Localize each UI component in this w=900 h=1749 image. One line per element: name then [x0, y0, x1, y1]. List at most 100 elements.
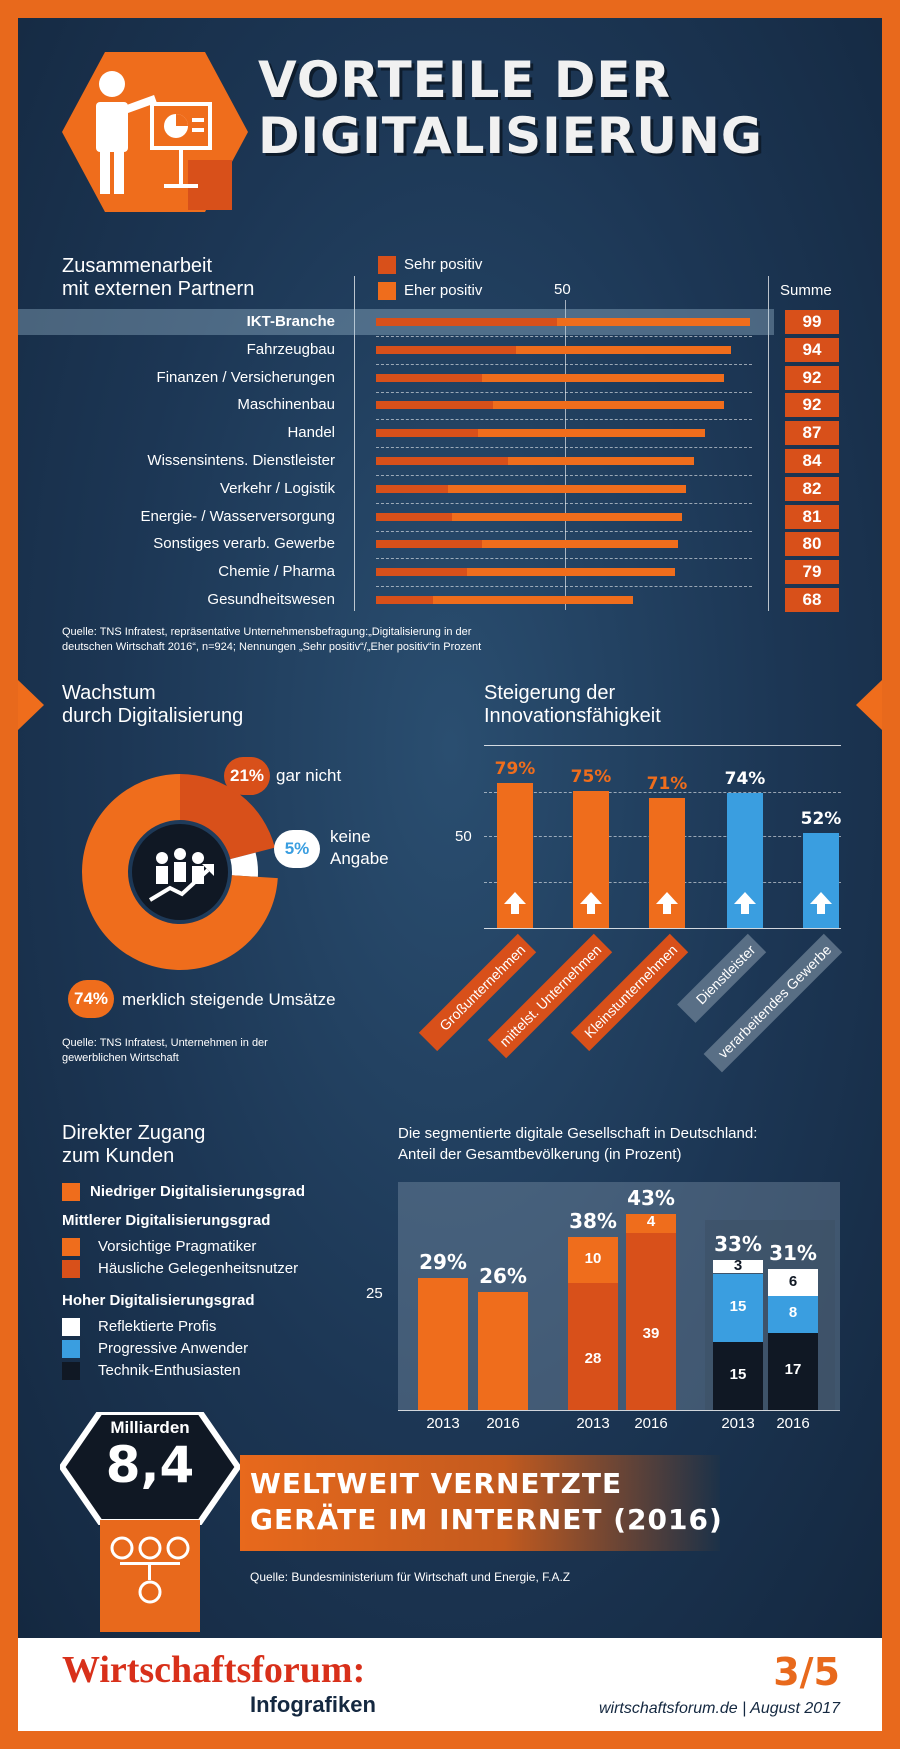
- innov-axis-tick-50: 50: [455, 828, 472, 845]
- footer-sub: Infografiken: [250, 1692, 376, 1717]
- section5-source: Quelle: Bundesministerium für Wirtschaft…: [250, 1570, 571, 1584]
- section3-title: Steigerung der Innovationsfähigkeit: [484, 682, 661, 727]
- legend-swatch-eher-positiv: [378, 282, 396, 300]
- donut-slice-merklich: [82, 774, 278, 970]
- bar-eher-positiv: [508, 457, 694, 465]
- category-label: Wissensintens. Dienstleister: [147, 452, 335, 469]
- legend-swatch-high2: [62, 1340, 80, 1358]
- sum-value: 80: [785, 532, 839, 557]
- segment-bar: [626, 1232, 676, 1410]
- row-divider: [376, 447, 752, 449]
- devices-value: 8,4: [105, 1436, 195, 1494]
- category-label: Sonstiges verarb. Gewerbe: [153, 535, 335, 553]
- segment-bar: [713, 1273, 763, 1342]
- bar-eher-positiv: [451, 512, 683, 521]
- axis-right-line: [768, 276, 769, 611]
- gridline-50: [565, 300, 566, 610]
- donut-text-keine-angabe: keine Angabe: [330, 827, 389, 868]
- legend-swatch-high3: [62, 1362, 80, 1380]
- segment-bar: [568, 1237, 618, 1283]
- bar-sehr-positiv: [376, 596, 433, 604]
- row-divider: [376, 558, 752, 560]
- devices-badge-icon: [60, 1412, 240, 1632]
- segment-total-label: 31%: [769, 1240, 817, 1265]
- bar-eher-positiv: [557, 318, 751, 326]
- legend-high3: Technik-Enthusiasten: [98, 1362, 241, 1379]
- sum-value: 87: [785, 421, 839, 446]
- segment-total-label: 43%: [627, 1186, 675, 1211]
- category-label: Finanzen / Versicherungen: [156, 368, 335, 386]
- segment-total-label: 33%: [714, 1231, 762, 1256]
- segment-axis-tick-25: 25: [366, 1285, 383, 1302]
- row-divider: [376, 363, 752, 365]
- category-label: Chemie / Pharma: [218, 563, 335, 581]
- bar-sehr-positiv: [376, 345, 516, 354]
- category-label: Maschinenbau: [237, 396, 335, 414]
- legend-swatch-mid2: [62, 1260, 80, 1278]
- axis-tick-50: 50: [554, 281, 571, 298]
- donut-chart: [82, 774, 278, 970]
- legend-high2: Progressive Anwender: [98, 1340, 249, 1357]
- legend-mid2: Häusliche Gelegenheitsnutzer: [98, 1260, 299, 1277]
- sum-header: Summe: [780, 282, 832, 299]
- bar-sehr-positiv: [376, 568, 467, 577]
- segment-bar: [626, 1214, 676, 1233]
- segment-value-label: 15: [729, 1365, 747, 1383]
- segment-value-label: 15: [729, 1297, 747, 1315]
- innov-grid-75: [484, 792, 841, 793]
- bar-sehr-positiv: [376, 429, 479, 438]
- donut-label-74: 74%: [68, 980, 114, 1018]
- innov-value-label: 75%: [570, 766, 612, 787]
- segment-bar: [768, 1296, 818, 1333]
- segment-total-label: 26%: [479, 1263, 527, 1288]
- segment-year-label: 2013: [426, 1415, 460, 1432]
- section4-title: Direkter Zugang zum Kunden: [62, 1122, 206, 1167]
- segment-value-label: 39: [642, 1325, 660, 1343]
- row-divider: [376, 419, 752, 421]
- donut-slice-keine-angabe: [230, 852, 258, 877]
- legend-swatch-low: [62, 1183, 80, 1201]
- segment-bar: [478, 1291, 528, 1410]
- up-arrow-icon: [502, 890, 528, 916]
- segment-value-label: 28: [584, 1350, 602, 1368]
- donut-text-merklich: merklich steigende Umsätze: [122, 990, 336, 1009]
- up-arrow-icon: [578, 890, 604, 916]
- segment-value-label: 3: [733, 1256, 743, 1274]
- devices-headline: WELTWEIT VERNETZTE GERÄTE IM INTERNET (2…: [250, 1467, 723, 1536]
- segment-bar: [768, 1332, 818, 1410]
- row-divider: [376, 336, 752, 337]
- legend-mid-head: Mittlerer Digitalisierungsgrad: [62, 1212, 271, 1229]
- legend-label-eher-positiv: Eher positiv: [404, 282, 483, 299]
- footer: [18, 1638, 882, 1731]
- section2-source: Quelle: TNS Infratest, Unternehmen in de…: [62, 1037, 268, 1064]
- legend-swatch-sehr-positiv: [378, 256, 396, 274]
- segment-value-label: 4: [646, 1213, 656, 1231]
- donut-label-5: 5%: [274, 830, 320, 868]
- segment-bar: [418, 1278, 468, 1410]
- sum-value: 68: [785, 588, 839, 612]
- segment-year-label: 2013: [576, 1415, 610, 1432]
- legend-label-sehr-positiv: Sehr positiv: [404, 256, 483, 273]
- up-arrow-icon: [808, 890, 834, 916]
- bar-eher-positiv: [432, 596, 634, 604]
- bar-sehr-positiv: [376, 512, 452, 521]
- left-notch-icon: [18, 680, 44, 730]
- sum-value: 92: [785, 393, 839, 418]
- category-label: Energie- / Wasserversorgung: [140, 507, 335, 525]
- bar-eher-positiv: [466, 568, 675, 577]
- legend-high-head: Hoher Digitalisierungsgrad: [62, 1292, 255, 1309]
- innov-value-label: 52%: [800, 808, 842, 829]
- page-title: VORTEILE DER DIGITALISIERUNG: [258, 51, 763, 165]
- donut-slice-gar-nicht: [180, 774, 275, 860]
- legend-high1: Reflektierte Profis: [98, 1318, 217, 1335]
- up-arrow-icon: [654, 890, 680, 916]
- segment-year-label: 2016: [634, 1415, 668, 1432]
- presenter-badge-icon: [62, 52, 248, 212]
- bar-sehr-positiv: [376, 457, 509, 465]
- legend-mid1: Vorsichtige Pragmatiker: [98, 1238, 257, 1255]
- bar-eher-positiv: [478, 429, 705, 438]
- segment-year-label: 2013: [721, 1415, 755, 1432]
- segment-value-label: 6: [788, 1272, 798, 1290]
- bar-sehr-positiv: [376, 318, 558, 326]
- section1-title: Zusammenarbeit mit externen Partnern: [62, 255, 255, 300]
